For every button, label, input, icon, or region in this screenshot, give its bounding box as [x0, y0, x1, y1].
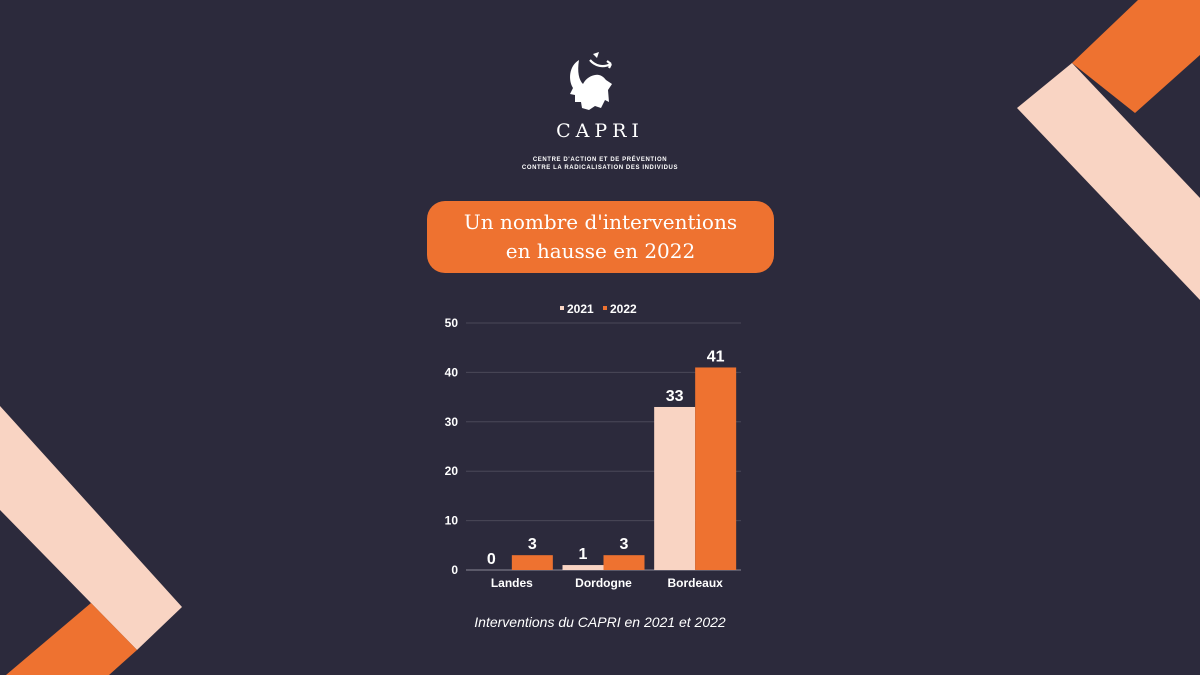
data-label: 3 — [528, 536, 537, 553]
x-axis-ticks: Landes Dordogne Bordeaux — [491, 576, 723, 590]
legend-label: 2021 — [567, 302, 594, 316]
brand-name: CAPRI — [556, 120, 644, 142]
brand-tagline-line2: CONTRE LA RADICALISATION DES INDIVIDUS — [521, 165, 679, 171]
y-tick-label: 20 — [445, 464, 459, 478]
bar-2022-dordogne — [603, 555, 645, 570]
stripe-top-right-peach — [1017, 63, 1200, 300]
legend: 2021 2022 — [560, 302, 637, 316]
bar-2022-bordeaux — [695, 367, 737, 570]
data-label: 1 — [579, 546, 588, 563]
stripe-top-right-orange — [1072, 0, 1200, 113]
data-label: 0 — [487, 551, 496, 568]
head-with-arrows-icon — [570, 52, 612, 110]
x-tick-label: Landes — [491, 576, 533, 590]
chart-caption: Interventions du CAPRI en 2021 et 2022 — [474, 614, 726, 630]
y-axis-ticks: 0 10 20 30 40 50 — [445, 316, 459, 577]
y-tick-label: 40 — [445, 365, 459, 379]
y-tick-label: 30 — [445, 415, 459, 429]
bars — [511, 367, 737, 570]
stripe-bottom-left-peach — [0, 406, 182, 650]
legend-swatch — [560, 306, 564, 310]
y-tick-label: 0 — [451, 563, 458, 577]
x-tick-label: Dordogne — [575, 576, 632, 590]
y-tick-label: 50 — [445, 316, 459, 330]
brand-tagline-line1: CENTRE D'ACTION ET DE PRÉVENTION — [532, 157, 668, 163]
bar-2021-bordeaux — [654, 406, 696, 570]
data-label: 41 — [707, 348, 725, 365]
bar-2021-dordogne — [562, 565, 604, 570]
bar-2022-landes — [511, 555, 553, 570]
legend-label: 2022 — [610, 302, 637, 316]
data-label: 33 — [666, 388, 684, 405]
y-tick-label: 10 — [445, 514, 459, 528]
headline-line2: en hausse en 2022 — [505, 239, 696, 263]
headline-banner: Un nombre d'interventions en hausse en 2… — [427, 201, 774, 273]
x-tick-label: Bordeaux — [667, 576, 723, 590]
data-label: 3 — [620, 536, 629, 553]
legend-swatch — [603, 306, 607, 310]
headline-line1: Un nombre d'interventions — [463, 210, 738, 234]
stripe-bottom-left-orange — [6, 603, 137, 675]
